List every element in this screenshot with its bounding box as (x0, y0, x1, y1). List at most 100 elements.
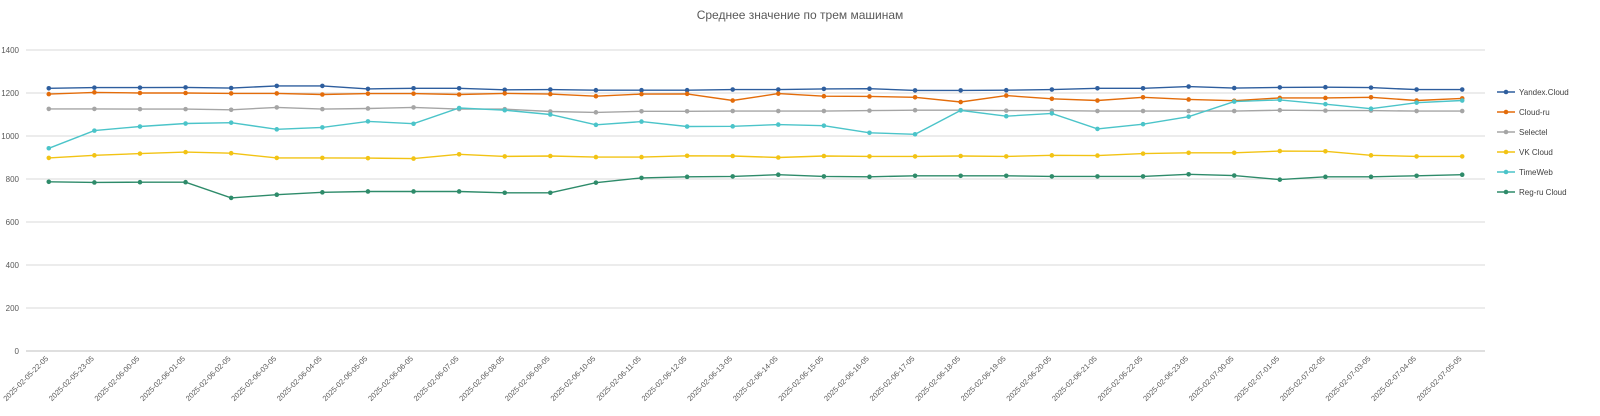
x-tick-label: 2025-02-06-06-05 (366, 354, 415, 403)
series-point (46, 106, 52, 112)
series-point (228, 150, 234, 156)
series-point (1368, 106, 1374, 111)
series-point (1140, 121, 1146, 127)
series-point (958, 153, 963, 159)
series-line-3 (48, 150, 1463, 160)
series-point (639, 154, 644, 160)
y-tick-label: 400 (6, 261, 20, 270)
series-point (1323, 108, 1328, 113)
x-tick-label: 2025-02-06-11-05 (594, 354, 642, 402)
series-point (183, 179, 188, 185)
series-point (1049, 111, 1055, 116)
x-tick-label: 2025-02-06-03-05 (229, 354, 278, 403)
series-point (1414, 154, 1419, 159)
series-point (1277, 85, 1283, 90)
series-point (775, 122, 781, 127)
series-point (183, 121, 188, 126)
legend-swatch-marker (1503, 169, 1509, 175)
series-point (137, 151, 143, 156)
series-point (775, 91, 781, 96)
series-point (365, 106, 371, 111)
series-point (1231, 108, 1237, 114)
series-point (958, 173, 963, 179)
series-point (821, 108, 827, 114)
series-point (867, 94, 872, 99)
x-tick-label: 2025-02-06-18-05 (913, 354, 962, 403)
series-point (1459, 172, 1465, 177)
series-point (320, 190, 325, 195)
series-point (1186, 97, 1191, 102)
series-point (502, 190, 508, 196)
series-point (1459, 154, 1465, 159)
series-point (456, 151, 462, 157)
x-tick-label: 2025-02-06-20-05 (1004, 354, 1053, 403)
series-point (137, 124, 143, 129)
series-point (1231, 173, 1237, 178)
x-tick-label: 2025-02-06-22-05 (1096, 354, 1145, 403)
series-point (137, 90, 143, 96)
x-tick-label: 2025-02-07-04-05 (1369, 354, 1418, 403)
series-point (411, 91, 416, 96)
series-point (1003, 173, 1009, 179)
series-point (137, 106, 143, 112)
series-point (456, 92, 462, 97)
series-point (411, 121, 416, 127)
series-point (593, 93, 599, 99)
series-point (548, 87, 553, 92)
x-tick-label: 2025-02-06-01-05 (138, 354, 187, 403)
series-point (821, 123, 827, 128)
legend-swatch-marker (1503, 89, 1509, 95)
series-point (1186, 84, 1191, 89)
series-point (912, 131, 918, 137)
series-point (1095, 98, 1100, 103)
legend-swatch-marker (1503, 149, 1509, 155)
series-point (958, 108, 963, 113)
series-point (867, 130, 872, 136)
series-point (730, 108, 736, 114)
series-point (1414, 108, 1419, 114)
series-point (867, 154, 872, 159)
series-point (456, 85, 462, 91)
series-point (365, 91, 371, 96)
series-point (593, 154, 599, 160)
series-point (912, 173, 918, 179)
series-line-5 (48, 173, 1463, 199)
series-point (274, 192, 280, 197)
series-point (1231, 85, 1237, 91)
series-point (1140, 108, 1146, 114)
series-point (684, 124, 690, 129)
series-point (92, 106, 97, 112)
series-point (411, 85, 416, 91)
legend-swatch-marker (1503, 109, 1509, 115)
x-tick-label: 2025-02-06-02-05 (184, 354, 233, 403)
series-point (46, 91, 52, 97)
series-point (1368, 95, 1374, 100)
y-tick-label: 200 (6, 304, 20, 313)
series-point (320, 106, 325, 112)
series-point (365, 119, 371, 124)
series-point (548, 153, 553, 159)
series-point (456, 105, 462, 111)
x-tick-label: 2025-02-06-19-05 (959, 354, 1008, 403)
series-point (456, 189, 462, 194)
series-point (821, 174, 827, 179)
series-point (1323, 148, 1328, 154)
series-point (1459, 98, 1465, 103)
x-tick-label: 2025-02-06-17-05 (868, 354, 917, 403)
series-point (821, 86, 827, 92)
series-point (411, 105, 416, 110)
series-line-0 (48, 85, 1463, 92)
x-tick-label: 2025-02-06-15-05 (776, 354, 825, 403)
series-point (593, 87, 599, 93)
series-point (411, 189, 416, 194)
series-point (1003, 87, 1009, 93)
series-point (639, 175, 644, 181)
x-tick-label: 2025-02-05-23-05 (47, 354, 96, 403)
series-point (1323, 84, 1328, 90)
legend-label: Yandex.Cloud (1519, 88, 1569, 97)
series-line-4 (48, 99, 1463, 149)
series-point (1414, 100, 1419, 105)
x-tick-label: 2025-02-07-02-05 (1278, 354, 1327, 403)
series-point (958, 88, 963, 93)
series-point (228, 91, 234, 96)
